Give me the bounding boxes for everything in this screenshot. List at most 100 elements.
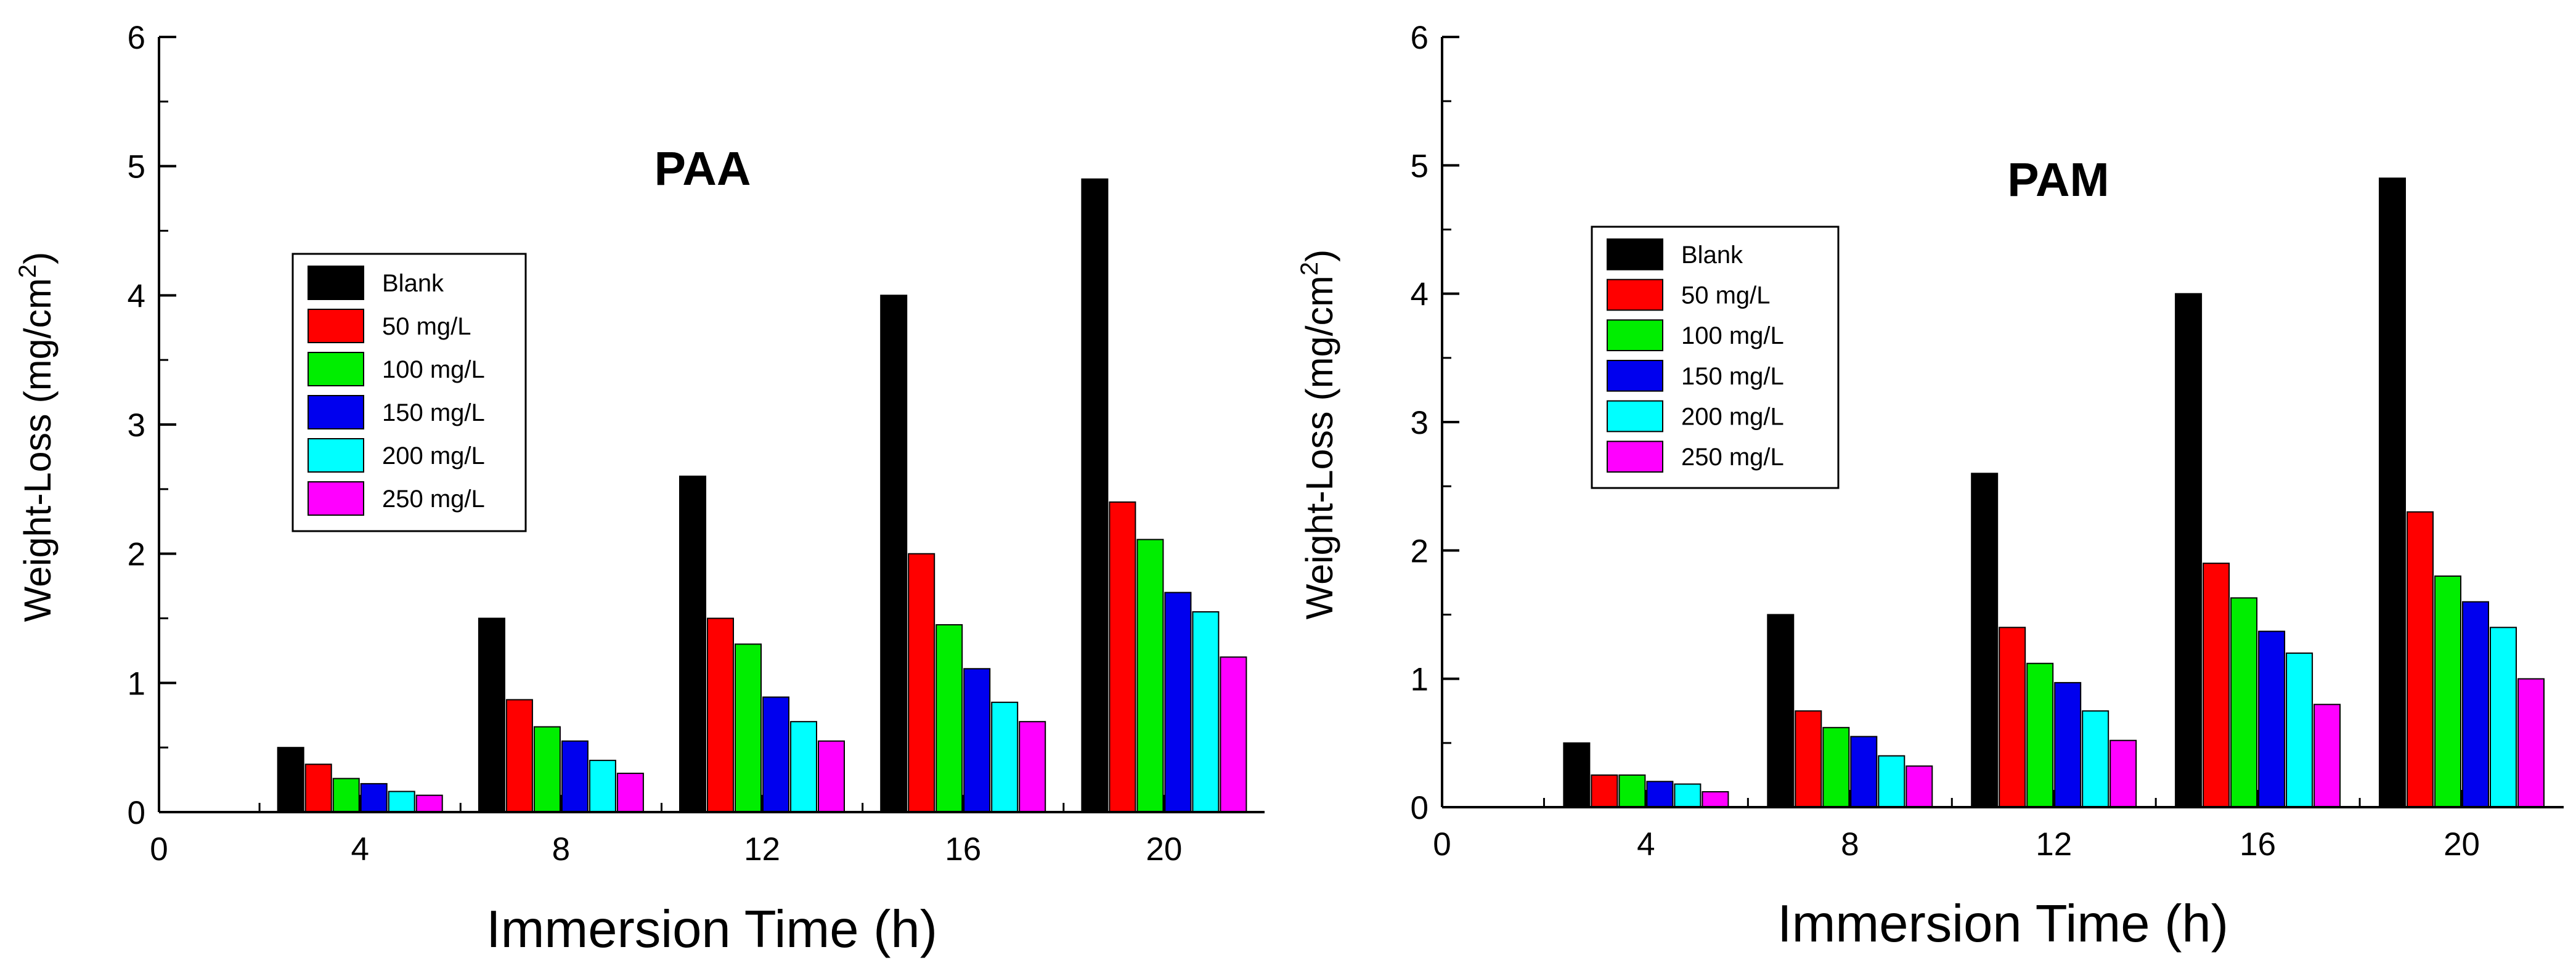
legend-swatch <box>308 309 364 343</box>
y-tick-label: 4 <box>1411 277 1429 313</box>
legend-swatch <box>1607 319 1663 351</box>
legend-label: 100 mg/L <box>382 356 485 383</box>
bar <box>2026 662 2054 808</box>
bar <box>1081 178 1109 813</box>
bar <box>561 740 589 813</box>
bar <box>991 701 1019 813</box>
bar <box>1164 592 1192 813</box>
legend-label: 150 mg/L <box>382 399 485 426</box>
y-tick-label: 6 <box>128 20 145 56</box>
bar <box>2258 630 2286 808</box>
bar <box>2054 681 2082 808</box>
bars <box>1563 177 2545 808</box>
bar <box>880 295 908 813</box>
bar <box>304 763 332 813</box>
legend-label: 50 mg/L <box>382 313 471 340</box>
legend-swatch <box>1607 441 1663 473</box>
legend-label: 250 mg/L <box>1681 444 1784 471</box>
legend-swatch <box>1607 400 1663 433</box>
y-tick-label: 5 <box>128 149 145 185</box>
x-tick-label: 16 <box>2240 826 2276 863</box>
legend-label: Blank <box>382 270 444 297</box>
bar <box>2434 575 2461 808</box>
bar <box>1999 627 2026 808</box>
bar <box>707 617 734 813</box>
bar <box>2175 293 2203 808</box>
bar <box>1646 781 1674 808</box>
y-tick-label: 5 <box>1411 148 1429 184</box>
bar <box>2462 601 2489 808</box>
bar <box>1767 614 1795 808</box>
chart-title: PAA <box>654 142 751 195</box>
chart-panel-paa: 0 1 2 3 4 5 6 0 4 8 12 16 20 Immersion Time (h) Weight… <box>14 20 1265 959</box>
bar <box>1795 710 1822 808</box>
legend-swatch <box>308 352 364 386</box>
y-tick-label: 1 <box>1411 662 1429 698</box>
bar <box>1674 783 1702 808</box>
legend-swatch <box>308 395 364 429</box>
legend-label: 150 mg/L <box>1681 363 1784 390</box>
x-tick-label: 8 <box>1841 826 1859 863</box>
bar <box>935 624 963 813</box>
bar <box>963 668 991 813</box>
legend-swatch <box>308 481 364 516</box>
legend-label: Blank <box>1681 242 1743 269</box>
bar <box>1220 656 1247 813</box>
legend-label: 200 mg/L <box>382 442 485 470</box>
y-tick-label: 2 <box>1411 533 1429 569</box>
x-tick-label: 4 <box>351 831 369 868</box>
bar <box>589 760 616 813</box>
bar <box>1618 774 1646 808</box>
y-tick-label: 3 <box>1411 405 1429 441</box>
bar <box>818 740 845 813</box>
legend-swatch <box>1607 238 1663 270</box>
bar <box>679 475 706 813</box>
bar <box>2490 627 2517 808</box>
y-tick-label: 0 <box>1411 790 1429 826</box>
x-tick-label: 0 <box>1433 826 1451 863</box>
bar <box>1563 742 1591 808</box>
bars <box>277 178 1247 813</box>
legend-label: 100 mg/L <box>1681 322 1784 349</box>
bar <box>2109 739 2137 808</box>
bar <box>388 791 415 813</box>
x-tick-label: 4 <box>1637 826 1655 863</box>
legend-label: 50 mg/L <box>1681 282 1771 309</box>
bar <box>1109 501 1136 813</box>
bar <box>1192 611 1220 813</box>
bar <box>616 773 644 813</box>
y-axis-title: Weight-Loss (mg/cm2) <box>1296 250 1340 620</box>
legend-swatch <box>1607 279 1663 311</box>
y-tick-label: 4 <box>128 278 145 314</box>
y-tick-label: 0 <box>128 795 145 831</box>
bar <box>1878 755 1906 808</box>
y-tick-label: 6 <box>1411 20 1429 56</box>
x-tick-label: 8 <box>552 831 570 868</box>
bar <box>2407 511 2434 808</box>
bar <box>2313 704 2341 808</box>
bar <box>1702 791 1729 808</box>
y-tick-label: 3 <box>128 407 145 444</box>
bar <box>1591 774 1618 808</box>
bar <box>505 699 533 813</box>
bar <box>2379 177 2406 808</box>
bar <box>790 721 817 813</box>
bar <box>2203 563 2230 808</box>
legend: Blank 50 mg/L 100 mg/L 150 mg/L 200 mg/L 250 … <box>291 253 527 532</box>
bar <box>1906 765 1933 808</box>
bar <box>360 783 388 813</box>
y-tick-label: 1 <box>128 665 145 702</box>
bar <box>2517 678 2545 808</box>
x-tick-label: 12 <box>744 831 780 868</box>
legend-swatch <box>308 438 364 473</box>
y-axis-title: Weight-Loss (mg/cm2) <box>14 252 59 622</box>
bar <box>2082 710 2109 808</box>
x-tick-label: 12 <box>2036 826 2072 863</box>
chart-title: PAM <box>2007 153 2109 206</box>
x-tick-label: 16 <box>945 831 981 868</box>
bar <box>762 696 789 813</box>
chart-panel-pam: 0 1 2 3 4 5 6 0 4 8 12 16 20 Immersion Time (h) Weight… <box>1288 0 2576 976</box>
y-tick-label: 2 <box>128 537 145 573</box>
bar <box>1971 473 1999 808</box>
